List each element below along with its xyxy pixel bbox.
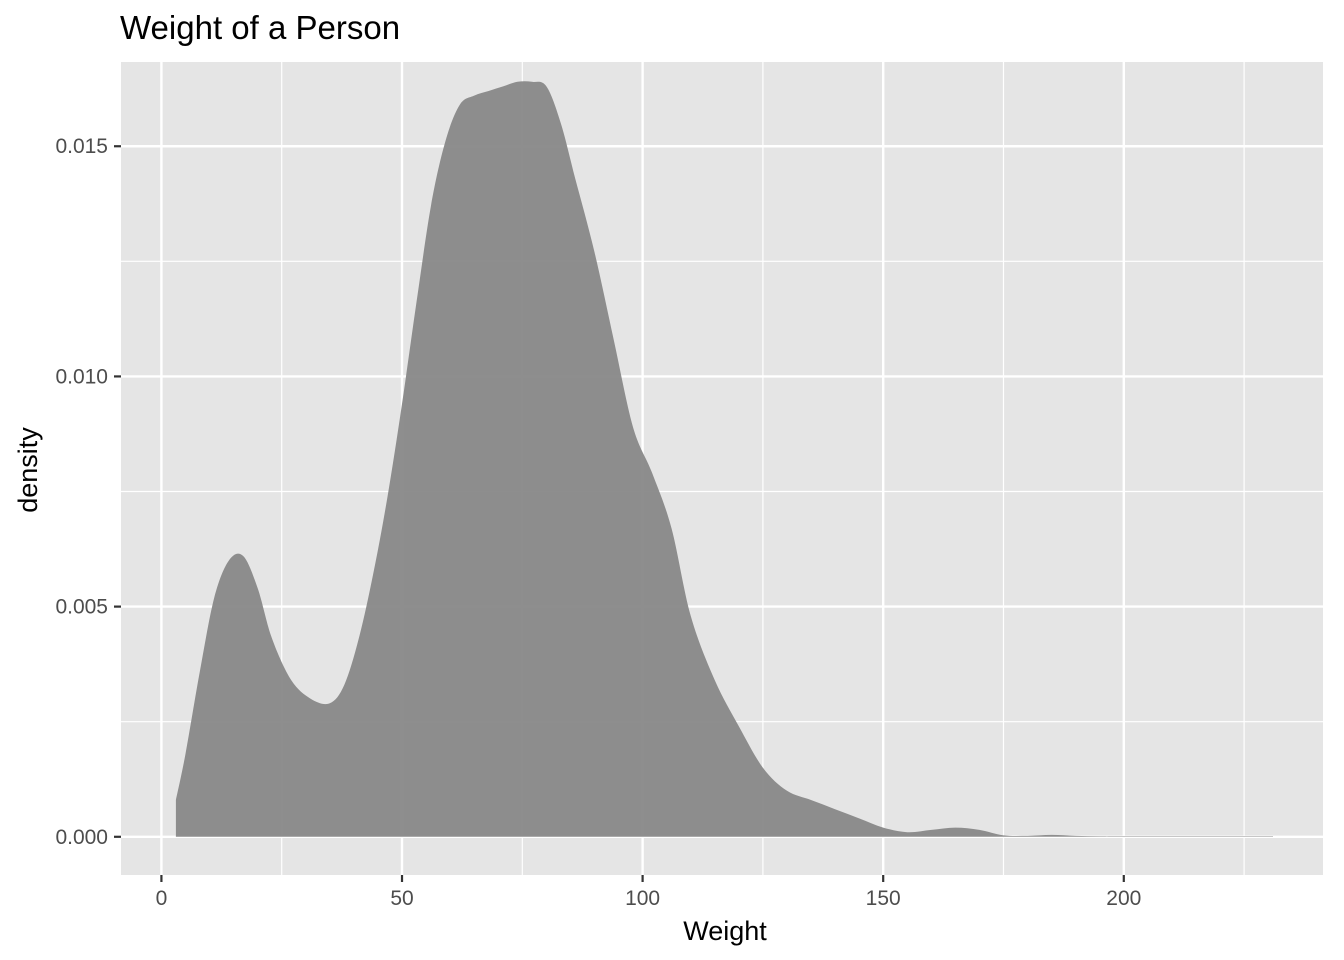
y-axis: 0.000 0.005 0.010 0.015	[55, 135, 121, 849]
chart-title: Weight of a Person	[120, 9, 400, 46]
x-tick-label: 50	[390, 887, 413, 910]
x-axis-title: Weight	[683, 916, 767, 946]
density-area	[175, 81, 1273, 837]
y-tick-label: 0.005	[55, 596, 108, 619]
y-tick-label: 0.000	[55, 826, 108, 849]
y-tick-label: 0.010	[55, 365, 108, 388]
x-tick-label: 0	[156, 887, 168, 910]
y-axis-title: density	[13, 427, 43, 513]
y-tick-label: 0.015	[55, 135, 108, 158]
x-tick-label: 200	[1106, 887, 1141, 910]
x-axis: 0 50 100 150 200	[156, 875, 1141, 910]
density-series-layer	[175, 81, 1273, 837]
x-tick-label: 100	[625, 887, 660, 910]
x-tick-label: 150	[866, 887, 901, 910]
